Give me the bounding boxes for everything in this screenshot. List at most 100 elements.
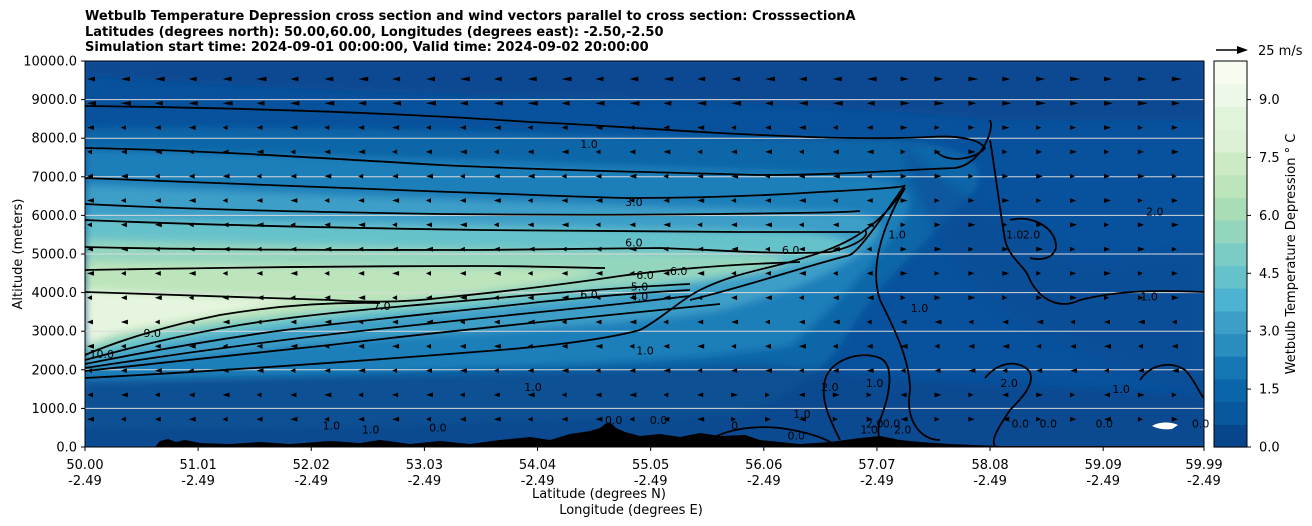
- wind-vector: [358, 100, 367, 106]
- contour-label: 0.0: [1192, 418, 1210, 431]
- wind-vector: [87, 416, 94, 422]
- wind-vector: [1137, 416, 1143, 422]
- wind-vector: [1104, 149, 1109, 155]
- contour-label: 6.0: [580, 288, 598, 301]
- wind-vector: [697, 100, 707, 106]
- wind-vector: [968, 295, 976, 301]
- wind-vector: [154, 198, 161, 203]
- x-tick-label-lon: -2.49: [521, 474, 555, 489]
- wind-vector: [459, 271, 466, 276]
- wind-vector: [934, 198, 940, 203]
- wind-vector: [120, 392, 128, 398]
- wind-vector: [459, 173, 465, 179]
- wind-vector: [527, 416, 533, 422]
- wind-vector: [188, 173, 195, 179]
- wind-vector: [900, 222, 906, 228]
- wind-vector: [798, 198, 806, 203]
- wind-vector: [120, 173, 128, 179]
- wind-vector: [87, 100, 96, 106]
- wind-vector: [459, 343, 466, 349]
- wind-vector: [900, 295, 906, 301]
- wind-vector: [1137, 100, 1148, 106]
- contour-lines: [85, 105, 1204, 447]
- colorbar-label: Wetbulb Temperature Depression ° C: [1284, 134, 1299, 375]
- wind-vector: [120, 319, 128, 325]
- wind-vector: [256, 295, 264, 301]
- wind-vector: [459, 295, 467, 301]
- colorbar-segment: [1214, 333, 1247, 357]
- wind-vector: [188, 125, 196, 130]
- wind-vector: [866, 271, 873, 276]
- wind-vector: [832, 319, 840, 325]
- wind-vector: [798, 76, 807, 82]
- wind-vector: [324, 271, 330, 276]
- wind-vector: [697, 125, 705, 130]
- wind-vector: [222, 76, 232, 82]
- colorbar-segment: [1214, 151, 1247, 176]
- wind-vector: [426, 173, 433, 179]
- wind-vector: [256, 271, 263, 276]
- y-tick-label: 9000.0: [32, 93, 78, 108]
- wind-vector: [1171, 368, 1179, 373]
- wind-vector: [120, 246, 128, 252]
- contour-label: 1.0: [524, 381, 542, 394]
- wind-vector: [934, 368, 941, 373]
- wind-vector: [900, 173, 907, 179]
- wind-vector: [697, 368, 703, 373]
- wind-vector: [324, 416, 330, 422]
- wind-vector: [1002, 246, 1009, 252]
- wind-vector: [493, 246, 500, 252]
- wind-vector: [765, 100, 773, 106]
- wind-vector: [595, 76, 604, 82]
- wind-vector: [832, 392, 840, 398]
- wind-vector: [392, 222, 398, 228]
- x-tick-label-lon: -2.49: [1187, 474, 1221, 489]
- colorbar-tick-label: 4.5: [1259, 267, 1280, 282]
- wind-vector: [697, 149, 703, 155]
- wind-vector: [1104, 392, 1110, 398]
- wind-vector: [663, 392, 669, 398]
- wind-vector: [1070, 343, 1077, 349]
- wind-vector: [866, 392, 872, 398]
- wind-vector: [1171, 76, 1182, 82]
- wind-vector: [561, 416, 568, 422]
- wind-vector: [493, 295, 499, 301]
- wind-vector: [459, 246, 465, 252]
- x-tick-label-lon: -2.49: [860, 474, 894, 489]
- wind-vector: [290, 100, 300, 106]
- wind-vector: [663, 343, 670, 349]
- wind-vector: [968, 149, 976, 155]
- wind-vector: [866, 76, 877, 82]
- colorbar-segment: [1214, 288, 1247, 312]
- wind-vector: [832, 368, 839, 373]
- wind-vector: [900, 246, 907, 252]
- wind-vector: [765, 295, 772, 301]
- colorbar-tick-label: 7.5: [1259, 151, 1280, 166]
- wind-vector: [798, 416, 806, 422]
- wind-vector: [120, 125, 126, 130]
- wind-vector: [459, 392, 465, 398]
- field-band-dark-upper: [85, 61, 1204, 120]
- wind-vector: [663, 198, 670, 203]
- wind-vector: [900, 125, 908, 130]
- wind-vector: [188, 295, 194, 301]
- wind-vector: [968, 76, 979, 82]
- wind-vector: [798, 392, 805, 398]
- wind-vector: [154, 343, 161, 349]
- wind-vector: [290, 392, 297, 398]
- colorbar-segment: [1214, 378, 1247, 403]
- wind-vector: [527, 100, 538, 106]
- wind-vector: [968, 271, 975, 276]
- wind-vector: [1070, 222, 1078, 228]
- wind-vector: [222, 198, 228, 203]
- wind-vector: [832, 76, 842, 82]
- contour-line-cluster-4: [85, 303, 721, 372]
- wind-vector: [324, 125, 330, 130]
- wind-vector: [222, 222, 229, 228]
- wind-vector: [561, 149, 569, 155]
- wind-vector: [1036, 271, 1042, 276]
- contour-label: 1.0: [1006, 229, 1024, 242]
- wind-vector: [426, 392, 433, 398]
- wind-vector: [426, 368, 432, 373]
- wind-vector: [154, 392, 160, 398]
